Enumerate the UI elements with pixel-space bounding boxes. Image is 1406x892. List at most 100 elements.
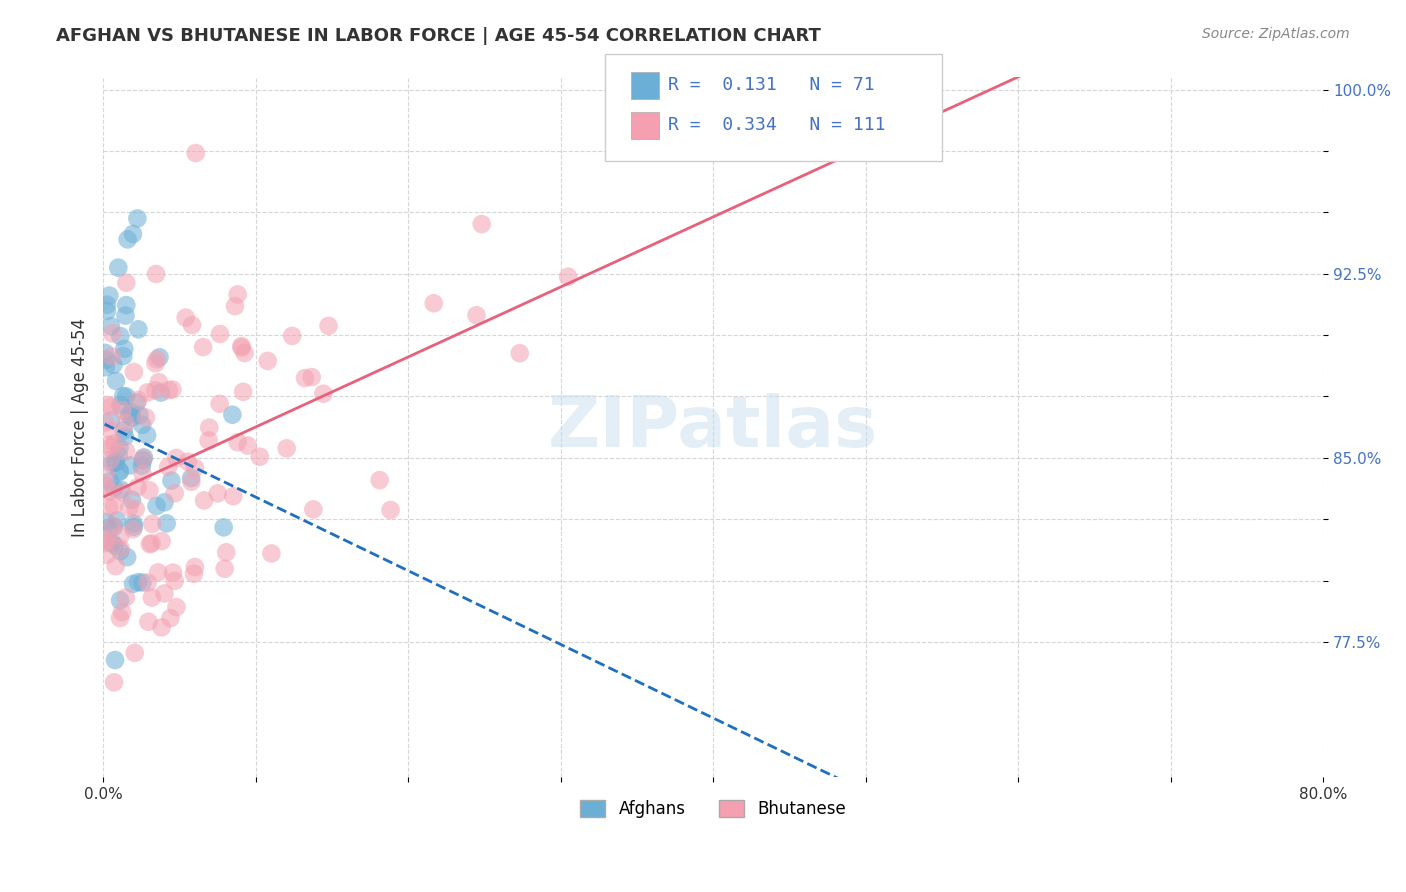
Bhutanese [157, 459, 180, 474]
Bhutanese [183, 566, 205, 581]
Bhutanese [207, 486, 229, 500]
Bhutanese [231, 341, 253, 355]
Bhutanese [136, 385, 159, 400]
Bhutanese [118, 500, 141, 515]
Afghans [108, 593, 131, 607]
Bhutanese [110, 541, 132, 556]
Afghans [94, 360, 117, 375]
Afghans [104, 653, 127, 667]
Bhutanese [124, 646, 146, 660]
Bhutanese [281, 329, 304, 343]
Afghans [148, 351, 170, 365]
Bhutanese [509, 346, 531, 360]
Bhutanese [132, 451, 155, 466]
Bhutanese [103, 675, 125, 690]
Afghans [128, 408, 150, 422]
Afghans [115, 550, 138, 565]
Afghans [98, 475, 121, 489]
Afghans [122, 520, 145, 534]
Afghans [114, 309, 136, 323]
Afghans [122, 577, 145, 591]
Afghans [149, 385, 172, 400]
Bhutanese [191, 340, 214, 354]
Bhutanese [159, 611, 181, 625]
Afghans [117, 232, 139, 246]
Text: R =  0.131   N = 71: R = 0.131 N = 71 [668, 76, 875, 94]
Afghans [103, 538, 125, 552]
Afghans [145, 499, 167, 513]
Bhutanese [114, 591, 136, 605]
Afghans [100, 319, 122, 334]
Bhutanese [138, 483, 160, 498]
Bhutanese [145, 356, 167, 370]
Afghans [96, 515, 118, 529]
Bhutanese [138, 537, 160, 551]
Afghans [104, 455, 127, 469]
Bhutanese [150, 534, 173, 549]
Afghans [103, 481, 125, 495]
Bhutanese [104, 436, 127, 450]
Afghans [127, 322, 149, 336]
Bhutanese [302, 502, 325, 516]
Legend: Afghans, Bhutanese: Afghans, Bhutanese [574, 793, 853, 824]
Bhutanese [138, 615, 160, 629]
Afghans [112, 349, 135, 363]
Bhutanese [294, 371, 316, 385]
Afghans [212, 520, 235, 534]
Afghans [100, 457, 122, 471]
Bhutanese [115, 444, 138, 458]
Bhutanese [136, 575, 159, 590]
Afghans [180, 471, 202, 485]
Afghans [122, 516, 145, 531]
Bhutanese [100, 400, 122, 414]
Bhutanese [124, 502, 146, 516]
Bhutanese [380, 503, 402, 517]
Bhutanese [127, 480, 149, 494]
Bhutanese [122, 365, 145, 379]
Bhutanese [148, 376, 170, 390]
Afghans [96, 304, 118, 318]
Afghans [100, 413, 122, 427]
Bhutanese [141, 591, 163, 605]
Afghans [104, 374, 127, 388]
Bhutanese [236, 438, 259, 452]
Afghans [127, 575, 149, 590]
Afghans [96, 298, 118, 312]
Bhutanese [184, 560, 207, 574]
Afghans [112, 389, 135, 403]
Bhutanese [180, 475, 202, 489]
Afghans [98, 521, 121, 535]
Bhutanese [165, 600, 187, 615]
Bhutanese [146, 352, 169, 367]
Bhutanese [249, 450, 271, 464]
Afghans [112, 342, 135, 356]
Afghans [136, 428, 159, 442]
Bhutanese [198, 420, 221, 434]
Bhutanese [233, 346, 256, 360]
Bhutanese [163, 574, 186, 588]
Bhutanese [465, 308, 488, 322]
Bhutanese [157, 383, 180, 397]
Afghans [98, 288, 121, 302]
Afghans [112, 424, 135, 438]
Bhutanese [301, 370, 323, 384]
Afghans [110, 483, 132, 497]
Afghans [221, 408, 243, 422]
Bhutanese [131, 467, 153, 481]
Bhutanese [94, 416, 117, 430]
Afghans [160, 474, 183, 488]
Bhutanese [101, 518, 124, 533]
Bhutanese [165, 450, 187, 465]
Bhutanese [143, 384, 166, 398]
Bhutanese [96, 398, 118, 412]
Bhutanese [208, 397, 231, 411]
Bhutanese [104, 559, 127, 574]
Bhutanese [368, 473, 391, 487]
Bhutanese [93, 536, 115, 550]
Afghans [131, 575, 153, 590]
Afghans [94, 352, 117, 367]
Afghans [115, 389, 138, 403]
Afghans [153, 495, 176, 509]
Bhutanese [98, 500, 121, 514]
Afghans [107, 448, 129, 462]
